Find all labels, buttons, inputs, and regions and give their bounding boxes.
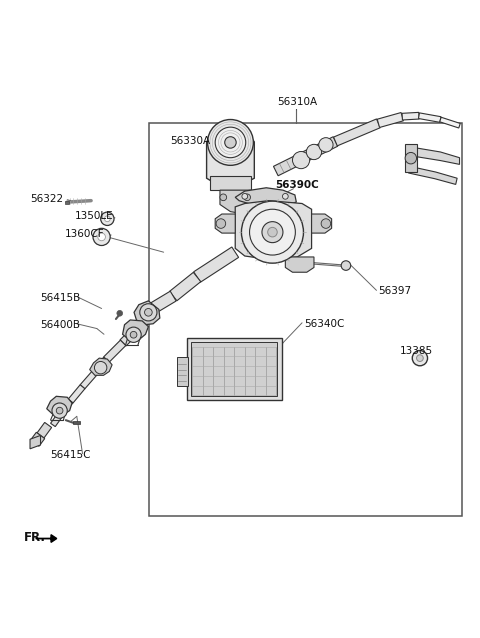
Polygon shape [312, 214, 332, 233]
Polygon shape [215, 214, 235, 233]
Circle shape [306, 144, 322, 160]
Circle shape [95, 362, 107, 374]
Ellipse shape [206, 135, 254, 149]
Circle shape [215, 127, 246, 158]
Polygon shape [30, 436, 40, 449]
Text: 56397: 56397 [378, 286, 411, 296]
Text: 56340C: 56340C [304, 319, 345, 329]
Polygon shape [68, 385, 85, 403]
Polygon shape [419, 113, 441, 122]
Polygon shape [169, 272, 201, 300]
Circle shape [101, 212, 114, 225]
Circle shape [140, 304, 157, 321]
Polygon shape [285, 257, 314, 272]
Circle shape [242, 193, 248, 199]
Polygon shape [402, 112, 419, 120]
Bar [192, 342, 277, 396]
Circle shape [207, 119, 253, 165]
Polygon shape [146, 291, 176, 315]
Circle shape [56, 407, 63, 414]
Polygon shape [193, 247, 239, 282]
Circle shape [93, 228, 110, 246]
Bar [65, 200, 69, 204]
Circle shape [412, 350, 428, 366]
Circle shape [292, 151, 310, 168]
Polygon shape [104, 340, 126, 362]
Text: 56310A: 56310A [277, 98, 317, 107]
Text: 1350LE: 1350LE [75, 211, 114, 221]
Bar [405, 144, 417, 172]
Text: 13385: 13385 [400, 346, 433, 357]
Polygon shape [220, 190, 252, 214]
Text: 56390C: 56390C [276, 181, 319, 190]
Bar [149, 123, 462, 516]
Circle shape [144, 309, 152, 316]
Polygon shape [377, 112, 403, 128]
Circle shape [105, 216, 110, 221]
Text: 1360CF: 1360CF [65, 229, 105, 239]
Polygon shape [59, 399, 73, 415]
Polygon shape [334, 119, 380, 146]
Circle shape [250, 209, 295, 255]
Circle shape [417, 355, 423, 362]
Bar [177, 357, 188, 386]
Circle shape [126, 327, 141, 343]
Polygon shape [47, 396, 72, 415]
Circle shape [321, 219, 331, 228]
Polygon shape [120, 321, 145, 346]
Polygon shape [50, 412, 63, 427]
Text: 56330A: 56330A [170, 137, 210, 147]
Bar [73, 421, 80, 424]
Text: 56400B: 56400B [40, 320, 81, 330]
Circle shape [319, 138, 333, 152]
Circle shape [130, 331, 137, 338]
FancyArrow shape [36, 535, 57, 542]
Polygon shape [440, 117, 460, 128]
Text: 56415C: 56415C [50, 450, 91, 460]
Circle shape [225, 137, 236, 148]
Circle shape [216, 219, 226, 228]
Text: 56322: 56322 [30, 194, 63, 204]
Polygon shape [408, 167, 457, 184]
Circle shape [262, 221, 283, 242]
Circle shape [405, 152, 417, 164]
Polygon shape [31, 433, 45, 446]
Circle shape [241, 201, 303, 263]
Polygon shape [90, 358, 112, 375]
Polygon shape [80, 369, 98, 389]
Circle shape [341, 261, 351, 271]
Bar [187, 338, 282, 400]
Polygon shape [93, 357, 109, 374]
Polygon shape [235, 200, 312, 260]
Polygon shape [235, 188, 296, 205]
Polygon shape [206, 134, 254, 187]
Polygon shape [274, 137, 338, 175]
Polygon shape [134, 301, 160, 325]
Circle shape [244, 194, 251, 200]
Text: FR.: FR. [24, 531, 46, 544]
Circle shape [220, 194, 227, 200]
Polygon shape [411, 147, 459, 165]
Circle shape [268, 227, 277, 237]
Circle shape [117, 311, 122, 316]
Polygon shape [37, 422, 52, 438]
Circle shape [282, 193, 288, 199]
Text: 56415B: 56415B [40, 293, 81, 302]
Circle shape [98, 233, 106, 241]
Bar [210, 176, 252, 190]
Polygon shape [122, 320, 148, 340]
Circle shape [52, 403, 67, 419]
